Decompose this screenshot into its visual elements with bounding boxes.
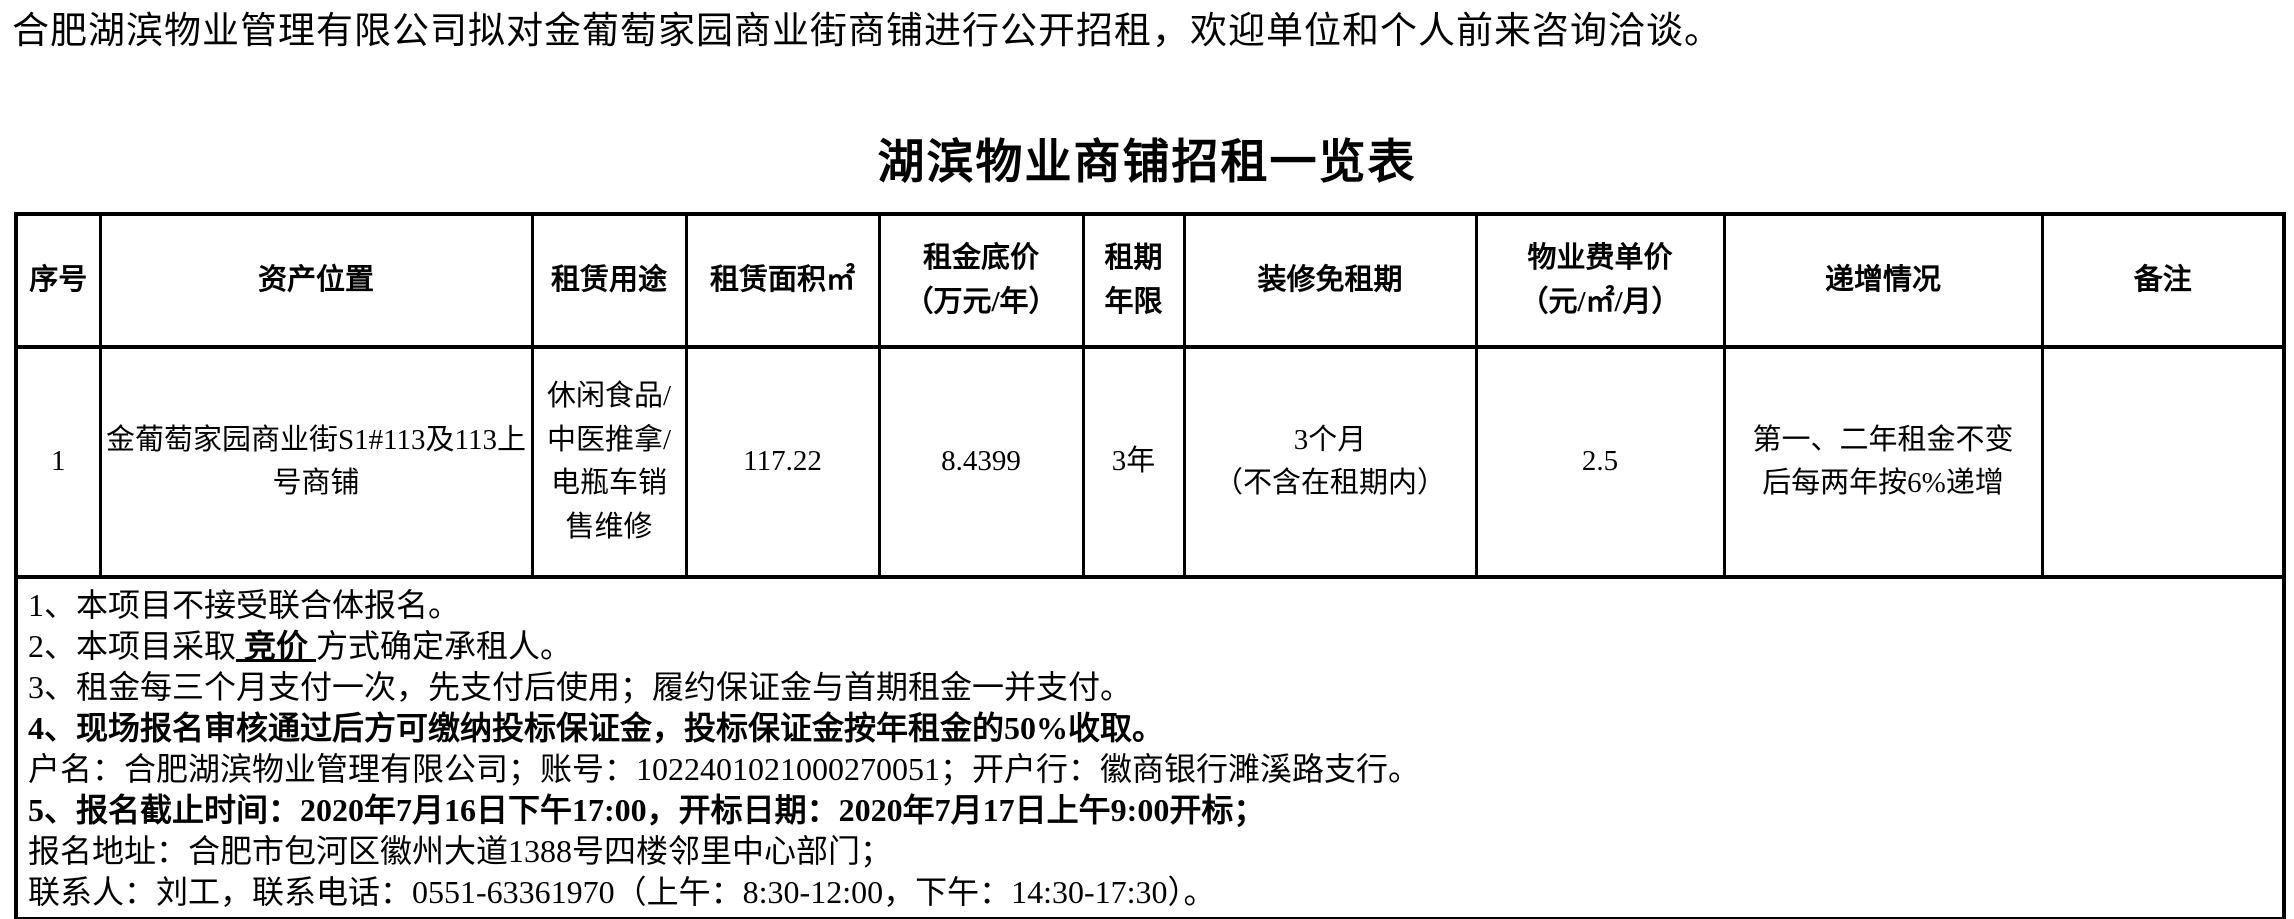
cell-property-fee: 2.5 bbox=[1474, 345, 1726, 579]
cell-remark bbox=[2040, 345, 2286, 579]
note-line: 户名：合肥湖滨物业管理有限公司；账号：1022401021000270051；开… bbox=[28, 751, 1421, 787]
rent-listing-table: 序号 资产位置 租赁用途 租赁面积㎡ 租金底价 （万元/年） 租期 年限 装修免… bbox=[14, 212, 2286, 919]
header-base-rent: 租金底价 （万元/年） bbox=[877, 212, 1085, 349]
header-location: 资产位置 bbox=[98, 212, 534, 349]
header-term: 租期 年限 bbox=[1081, 212, 1186, 349]
note-line: 联系人：刘工，联系电话：0551-63361970（上午：8:30-12:00，… bbox=[28, 874, 1216, 910]
note-line: 3、租金每三个月支付一次，先支付后使用；履约保证金与首期租金一并支付。 bbox=[28, 669, 1133, 705]
header-remark: 备注 bbox=[2040, 212, 2286, 349]
cell-area: 117.22 bbox=[684, 345, 881, 579]
page-title: 湖滨物业商铺招租一览表 bbox=[877, 137, 1417, 189]
header-property-fee: 物业费单价 （元/㎡/月） bbox=[1474, 212, 1726, 349]
cell-base-rent: 8.4399 bbox=[877, 345, 1085, 579]
cell-escalation: 第一、二年租金不变 后每两年按6%递增 bbox=[1722, 345, 2044, 579]
note-line: 5、报名截止时间：2020年7月16日下午17:00，开标日期：2020年7月1… bbox=[28, 792, 1266, 828]
table-header-row: 序号 资产位置 租赁用途 租赁面积㎡ 租金底价 （万元/年） 租期 年限 装修免… bbox=[14, 212, 2286, 349]
intro-paragraph: 合肥湖滨物业管理有限公司拟对金葡萄家园商业街商铺进行公开招租，欢迎单位和个人前来… bbox=[12, 11, 1722, 52]
notes-section: 1、本项目不接受联合体报名。 2、本项目采取 竞价 方式确定承租人。 3、租金每三个… bbox=[14, 575, 2286, 919]
note-line: 4、现场报名审核通过后方可缴纳投标保证金，投标保证金按年租金的50%收取。 bbox=[28, 710, 1165, 746]
cell-seq: 1 bbox=[14, 345, 102, 579]
header-escalation: 递增情况 bbox=[1722, 212, 2044, 349]
note-line: 报名地址：合肥市包河区徽州大道1388号四楼邻里中心部门； bbox=[28, 833, 893, 869]
cell-rent-free: 3个月 （不含在租期内） bbox=[1182, 345, 1478, 579]
cell-usage: 休闲食品/中医推拿/电瓶车销售维修 bbox=[530, 345, 688, 579]
cell-location: 金葡萄家园商业街S1#113及113上号商铺 bbox=[98, 345, 534, 579]
header-seq: 序号 bbox=[14, 212, 102, 349]
notes-row: 1、本项目不接受联合体报名。 2、本项目采取 竞价 方式确定承租人。 3、租金每三个… bbox=[14, 575, 2286, 919]
table-row: 1 金葡萄家园商业街S1#113及113上号商铺 休闲食品/中医推拿/电瓶车销售… bbox=[14, 345, 2286, 579]
cell-term: 3年 bbox=[1081, 345, 1186, 579]
header-rent-free: 装修免租期 bbox=[1182, 212, 1478, 349]
note-line: 2、本项目采取 竞价 方式确定承租人。 bbox=[28, 628, 573, 664]
note-line: 1、本项目不接受联合体报名。 bbox=[28, 587, 461, 623]
header-usage: 租赁用途 bbox=[530, 212, 688, 349]
header-area: 租赁面积㎡ bbox=[684, 212, 881, 349]
